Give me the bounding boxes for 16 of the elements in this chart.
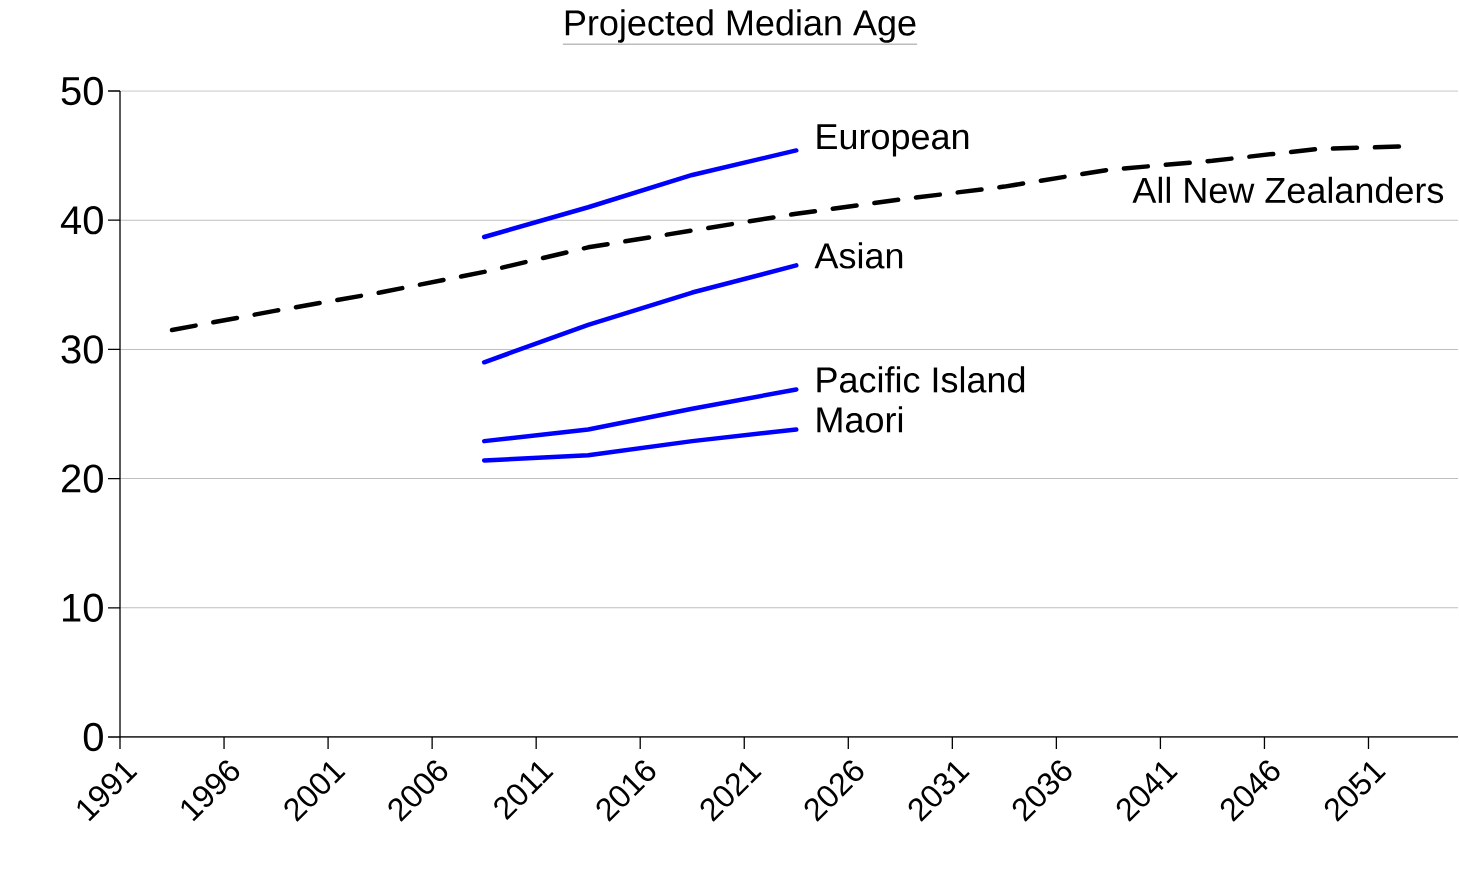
chart-title: Projected Median Age: [565, 9, 916, 43]
y-tick-label: 10: [63, 593, 103, 622]
series-label: European: [817, 124, 969, 157]
y-tick-label: 0: [83, 722, 103, 752]
series-label: Maori: [817, 406, 903, 433]
y-tick-label: 20: [62, 464, 103, 493]
series-label: Pacific Island: [817, 366, 1025, 393]
series-label: Asian: [814, 242, 903, 269]
y-tick-label: 50: [61, 76, 103, 106]
line-series: [481, 387, 799, 444]
y-tick-label: 30: [61, 335, 103, 364]
y-tick-label: 40: [60, 206, 103, 235]
series-label: All New Zealanders: [1132, 176, 1444, 204]
line-series: [481, 263, 799, 365]
line-series: [481, 427, 799, 463]
line-series: [481, 148, 799, 240]
